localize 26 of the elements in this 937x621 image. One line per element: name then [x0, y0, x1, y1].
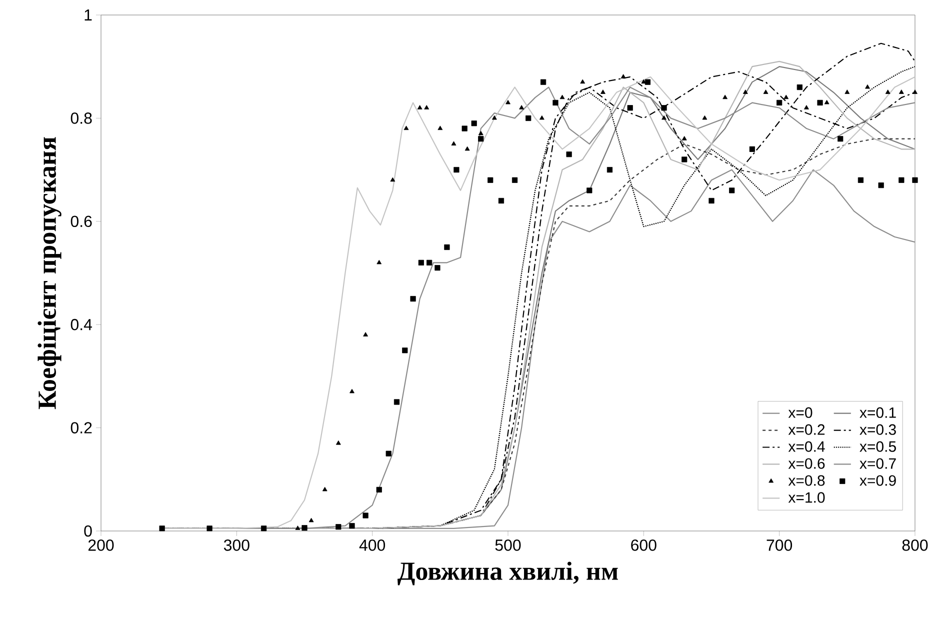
x-tick-label: 700 [766, 540, 792, 551]
legend-label: x=0.8 [788, 475, 825, 486]
x-axis-title: Довжина хвилі, нм [397, 562, 618, 586]
x-tick-label: 600 [631, 540, 656, 551]
y-axis-title: Коефіцієнт пропусканя [38, 137, 62, 410]
y-tick-label: 0.6 [70, 216, 92, 228]
y-tick-label: 0 [84, 525, 92, 537]
y-tick-label: 0.8 [70, 112, 92, 124]
legend-label: x=0.3 [860, 424, 896, 435]
legend-label: x=0.9 [860, 475, 896, 486]
y-tick-label: 0.4 [70, 318, 92, 330]
x-tick-label: 800 [902, 540, 928, 551]
x-tick-label: 300 [224, 540, 250, 551]
legend-label: x=0.1 [860, 407, 896, 418]
legend-label: x=1.0 [788, 492, 825, 503]
x-tick-label: 400 [359, 540, 386, 551]
x-tick-label: 500 [495, 540, 521, 551]
y-tick-label: 1 [84, 9, 92, 20]
legend-label: x=0.4 [788, 441, 825, 452]
y-tick-label: 0.2 [70, 422, 92, 434]
legend-label: x=0 [788, 407, 812, 418]
legend-label: x=0.5 [860, 441, 896, 452]
x-tick-label: 200 [88, 540, 114, 551]
legend-label: x=0.2 [788, 424, 825, 435]
legend-label: x=0.7 [860, 458, 896, 469]
legend-label: x=0.6 [788, 458, 825, 469]
